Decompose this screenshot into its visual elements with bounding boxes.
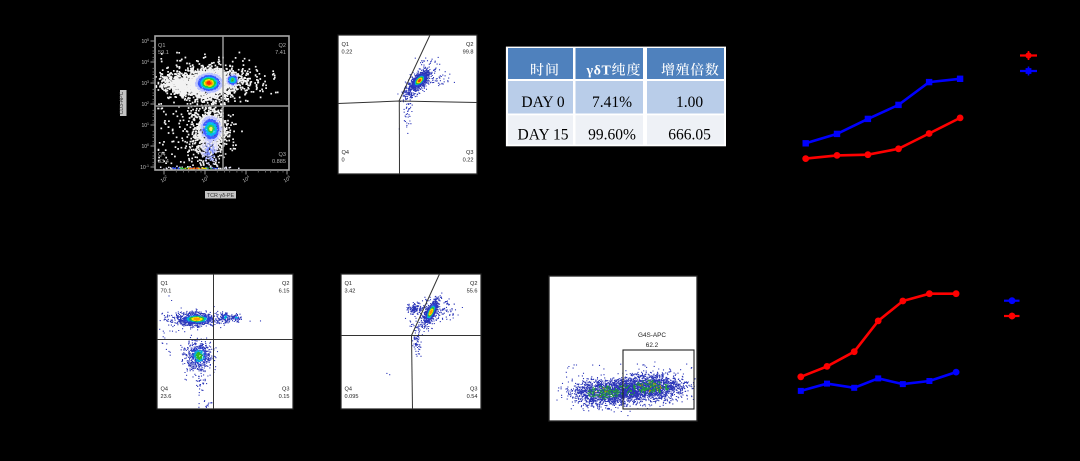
- svg-text:99.60%: 99.60%: [588, 127, 636, 144]
- svg-text:Q1: Q1: [158, 43, 165, 49]
- svg-text:70.1: 70.1: [161, 289, 172, 295]
- svg-text:666.05: 666.05: [668, 127, 711, 144]
- svg-text:Q1: Q1: [342, 42, 349, 48]
- svg-text:Q4: Q4: [342, 150, 349, 156]
- svg-text:103: 103: [200, 175, 210, 185]
- svg-text:104: 104: [141, 59, 149, 66]
- svg-text:103: 103: [141, 80, 149, 87]
- svg-text:Q1: Q1: [161, 281, 168, 287]
- svg-text:DAY 15: DAY 15: [518, 127, 569, 144]
- svg-text:0.095: 0.095: [345, 394, 359, 400]
- svg-text:Q4: Q4: [158, 152, 165, 158]
- svg-text:Q2: Q2: [282, 281, 289, 287]
- svg-text:TCR γδ-PE: TCR γδ-PE: [207, 193, 235, 199]
- svg-text:7.41: 7.41: [275, 50, 286, 56]
- svg-text:102: 102: [141, 101, 149, 108]
- svg-text:0.15: 0.15: [279, 394, 290, 400]
- svg-text:Q2: Q2: [279, 43, 286, 49]
- svg-text:99.8: 99.8: [463, 50, 474, 56]
- svg-text:10-1: 10-1: [140, 164, 149, 171]
- svg-text:23.6: 23.6: [161, 394, 172, 400]
- svg-text:62.2: 62.2: [646, 342, 659, 349]
- svg-text:0.22: 0.22: [463, 158, 474, 164]
- svg-text:0.22: 0.22: [342, 50, 353, 56]
- svg-text:6.15: 6.15: [279, 289, 290, 295]
- svg-text:3.42: 3.42: [345, 289, 356, 295]
- svg-text:Q2: Q2: [466, 42, 473, 48]
- svg-text:0.54: 0.54: [467, 394, 478, 400]
- svg-text:33.4: 33.4: [158, 159, 169, 165]
- svg-text:59.1: 59.1: [158, 50, 169, 56]
- svg-text:7.41%: 7.41%: [592, 94, 632, 111]
- svg-text:1.00: 1.00: [676, 94, 703, 111]
- svg-text:55.6: 55.6: [467, 289, 478, 295]
- svg-text:105: 105: [141, 38, 149, 45]
- svg-text:101: 101: [141, 122, 149, 129]
- svg-text:105: 105: [282, 175, 292, 185]
- svg-text:G4S-APC: G4S-APC: [638, 332, 666, 339]
- svg-text:Q2: Q2: [470, 281, 477, 287]
- svg-text:γδT: γδT: [586, 64, 612, 79]
- svg-text:DAY 0: DAY 0: [521, 94, 564, 111]
- svg-text:104: 104: [241, 175, 251, 185]
- svg-text:Q3: Q3: [470, 387, 477, 393]
- svg-text:100: 100: [141, 143, 149, 150]
- svg-text:Q3: Q3: [466, 150, 473, 156]
- svg-text:Q3: Q3: [282, 387, 289, 393]
- svg-text:Q1: Q1: [345, 281, 352, 287]
- svg-text:Q4: Q4: [345, 387, 352, 393]
- svg-text:102: 102: [159, 175, 169, 185]
- svg-text:0: 0: [342, 158, 345, 164]
- svg-text:Q4: Q4: [161, 387, 168, 393]
- svg-text:Q3: Q3: [279, 152, 286, 158]
- svg-text:0.885: 0.885: [272, 159, 286, 165]
- svg-text:CD3-APC: CD3-APC: [119, 91, 125, 114]
